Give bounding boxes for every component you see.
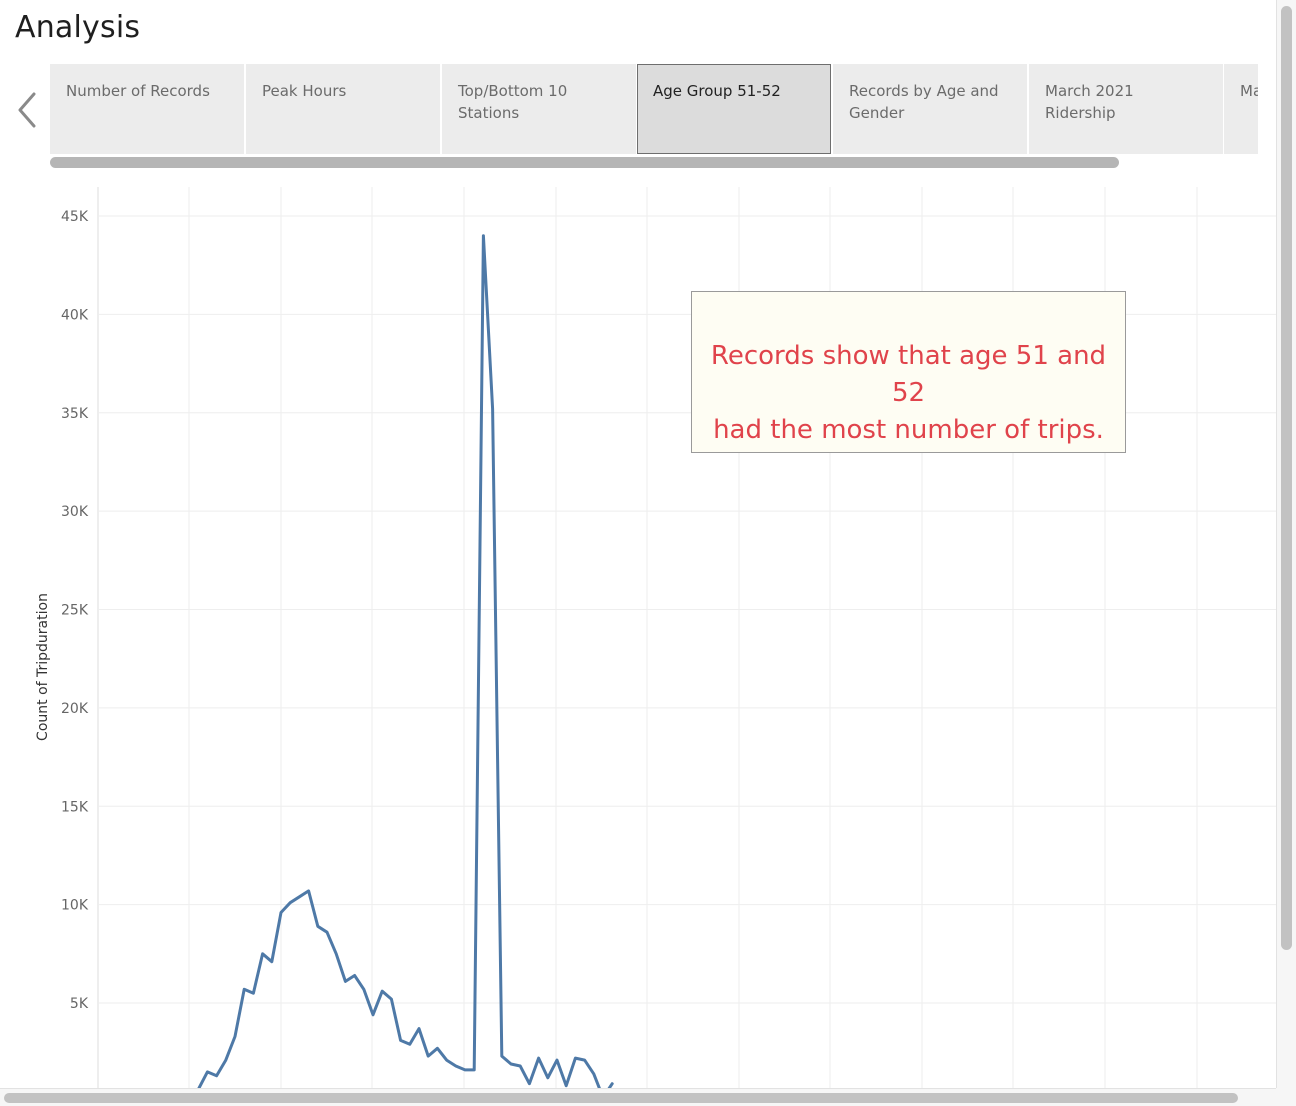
annotation-line-1: Records show that age 51 and 52 <box>710 341 1107 408</box>
tab-peak-hours[interactable]: Peak Hours <box>246 64 440 154</box>
tab-truncated[interactable]: Ma <box>1224 64 1258 154</box>
horizontal-scrollbar-thumb[interactable] <box>4 1093 1238 1103</box>
tab-label: March 2021 Ridership <box>1045 82 1134 122</box>
chevron-left-icon[interactable] <box>14 88 42 132</box>
y-tick-label: 10K <box>61 898 89 914</box>
page-title: Analysis <box>15 10 141 45</box>
vertical-scrollbar[interactable] <box>1276 0 1296 1088</box>
y-tick-label: 15K <box>61 799 89 815</box>
y-tick-label: 20K <box>61 701 89 717</box>
y-axis-label: Count of Tripduration <box>35 593 51 741</box>
y-tick-label: 25K <box>61 603 89 619</box>
tab-scrollbar-thumb[interactable] <box>50 157 1119 168</box>
y-tick-label: 5K <box>70 996 89 1012</box>
tab-scrollbar[interactable] <box>50 156 1258 169</box>
tab-label: Number of Records <box>66 82 210 100</box>
scrollbar-corner <box>1276 1088 1296 1106</box>
tab-records-by-age-and-gender[interactable]: Records by Age and Gender <box>833 64 1027 154</box>
tab-label: Peak Hours <box>262 82 347 100</box>
horizontal-scrollbar[interactable] <box>0 1088 1276 1106</box>
tab-label: Top/Bottom 10 Stations <box>458 82 568 122</box>
tab-label: Ma <box>1240 82 1258 100</box>
tab-march-2021-ridership[interactable]: March 2021 Ridership <box>1029 64 1223 154</box>
tab-label: Age Group 51-52 <box>653 82 781 100</box>
line-chart: 5K 10K 15K 20K 25K 30K 35K 40K 45K Count of Tripd… <box>35 187 1276 1088</box>
tab-age-group-51-52[interactable]: Age Group 51-52 <box>637 64 831 154</box>
y-tick-label: 40K <box>61 307 89 323</box>
tab-number-of-records[interactable]: Number of Records <box>50 64 244 154</box>
y-tick-label: 30K <box>61 504 89 520</box>
series-line[interactable] <box>189 234 614 1088</box>
tab-bar: Number of Records Peak Hours Top/Bottom … <box>50 64 1258 156</box>
tab-top-bottom-stations[interactable]: Top/Bottom 10 Stations <box>442 64 636 154</box>
tab-label: Records by Age and Gender <box>849 82 999 122</box>
annotation-line-2: had the most number of trips. <box>713 415 1104 445</box>
vertical-scrollbar-thumb[interactable] <box>1281 6 1292 950</box>
y-tick-label: 35K <box>61 406 89 422</box>
annotation-box: Records show that age 51 and 52 had the … <box>691 291 1126 453</box>
y-tick-label: 45K <box>61 209 89 225</box>
